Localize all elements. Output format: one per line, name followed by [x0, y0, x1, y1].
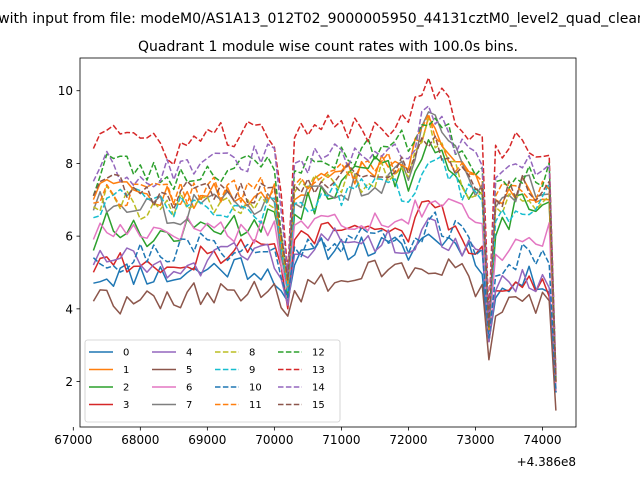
series-line-14 — [92, 105, 557, 378]
y-tick-label: 4 — [65, 302, 73, 316]
y-tick-label: 6 — [65, 230, 73, 244]
x-tick-label: 73000 — [456, 433, 494, 447]
series-line-4 — [92, 217, 557, 393]
legend-label-4: 4 — [186, 348, 192, 359]
legend-label-2: 2 — [123, 383, 129, 394]
series-line-11 — [93, 113, 557, 382]
series-layer — [92, 76, 557, 411]
legend-box — [84, 339, 341, 423]
legend-label-8: 8 — [249, 348, 255, 359]
figure-suptitle: Plot with input from file: modeM0/AS1A13… — [0, 11, 640, 27]
x-tick-label: 74000 — [523, 433, 561, 447]
legend-label-3: 3 — [123, 400, 129, 411]
x-tick-label: 71000 — [322, 433, 360, 447]
x-offset-label: +4.386e8 — [517, 455, 576, 469]
series-line-9 — [93, 155, 557, 382]
legend-label-15: 15 — [312, 400, 325, 411]
legend-label-5: 5 — [186, 365, 192, 376]
series-line-12 — [92, 117, 557, 378]
legend-label-13: 13 — [312, 365, 325, 376]
series-line-0 — [93, 233, 557, 393]
plot-frame — [79, 57, 577, 428]
series-line-10 — [92, 211, 557, 393]
x-tick-label: 69000 — [188, 433, 226, 447]
x-axis: 67000 68000 69000 70000 71000 72000 73000 74000 — [54, 427, 562, 447]
series-line-8 — [93, 117, 557, 382]
legend-label-10: 10 — [249, 383, 262, 394]
legend-label-11: 11 — [249, 400, 262, 411]
legend-label-6: 6 — [186, 383, 192, 394]
x-tick-label: 68000 — [121, 433, 159, 447]
x-tick-label: 70000 — [255, 433, 293, 447]
series-line-7 — [92, 111, 557, 382]
legend-label-0: 0 — [123, 348, 129, 359]
legend-label-9: 9 — [249, 365, 255, 376]
y-tick-label: 8 — [65, 157, 73, 171]
legend-label-7: 7 — [186, 400, 192, 411]
series-line-13 — [92, 76, 557, 375]
series-line-5 — [92, 258, 557, 411]
chart-title: Quadrant 1 module wise count rates with … — [138, 39, 518, 55]
legend-label-14: 14 — [312, 383, 325, 394]
series-line-15 — [92, 135, 557, 382]
legend-label-12: 12 — [312, 348, 325, 359]
y-tick-label: 2 — [65, 375, 73, 389]
y-axis: 2 4 6 8 10 — [58, 84, 80, 389]
x-tick-label: 72000 — [389, 433, 427, 447]
series-line-6 — [92, 198, 557, 389]
x-tick-label: 67000 — [54, 433, 92, 447]
legend-label-1: 1 — [123, 365, 129, 376]
y-tick-label: 10 — [58, 84, 73, 98]
